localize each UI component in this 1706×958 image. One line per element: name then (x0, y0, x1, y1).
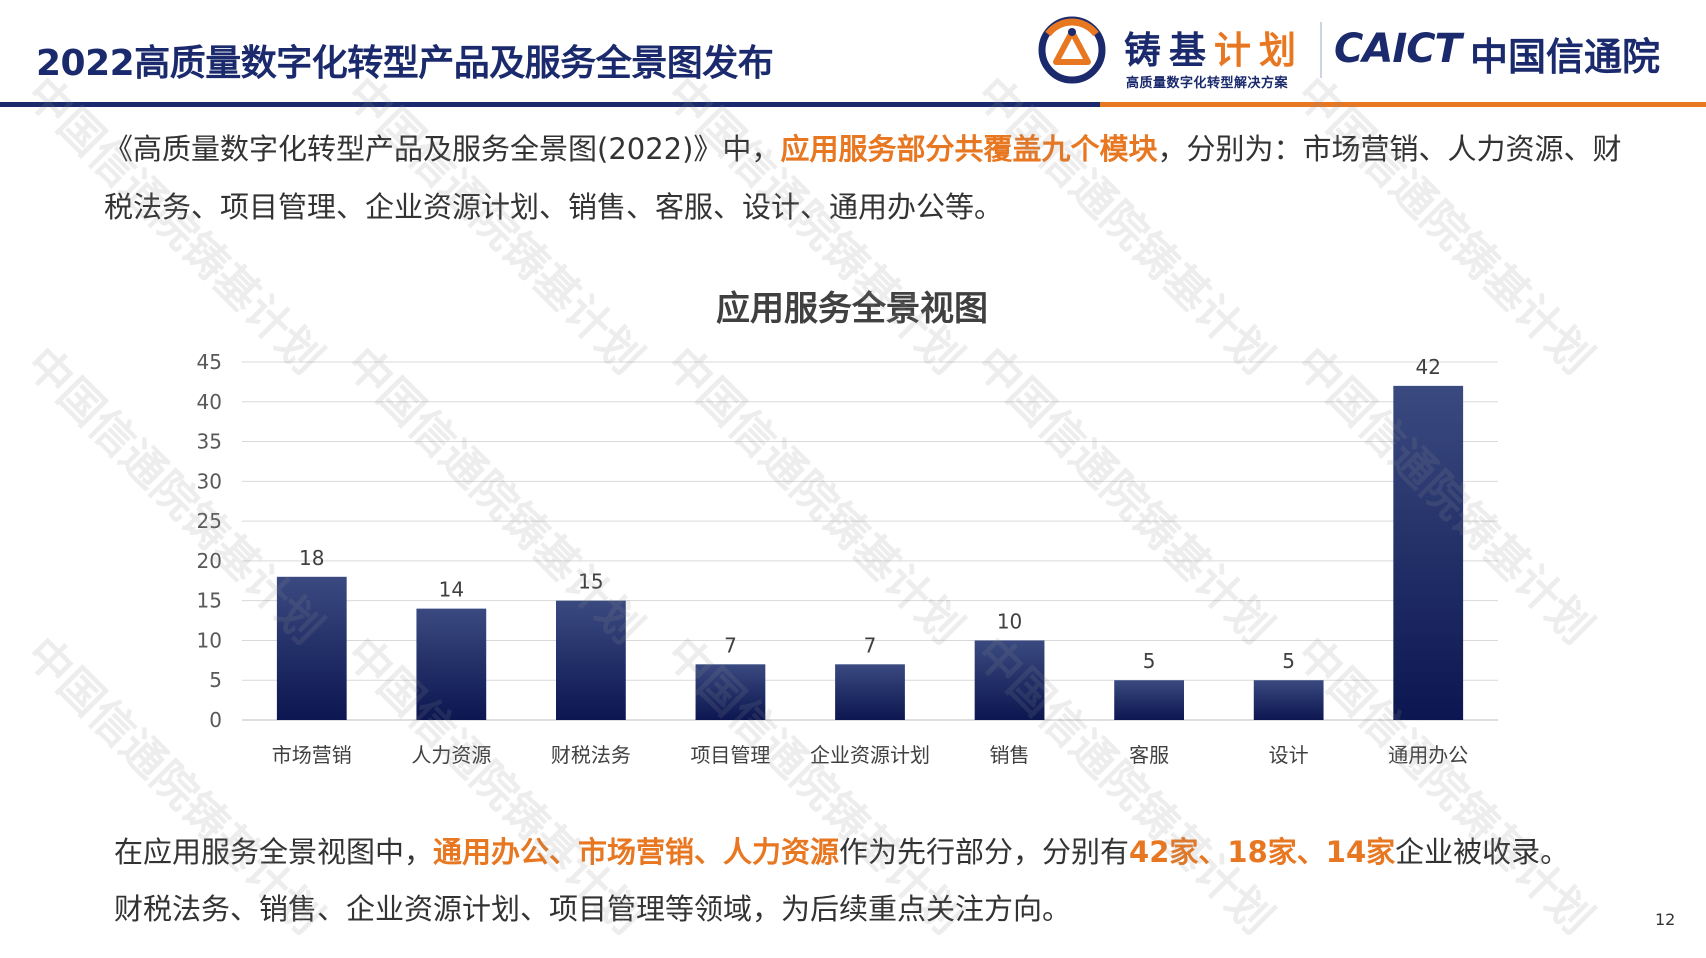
chart-bars (276, 385, 1464, 720)
summary-highlight-counts: 42家、18家、14家 (1129, 835, 1396, 869)
logo-divider (1320, 22, 1322, 78)
y-tick-label: 0 (209, 708, 222, 732)
bar (1114, 680, 1184, 720)
x-tick-label: 人力资源 (411, 743, 491, 767)
y-tick-label: 25 (197, 509, 222, 533)
x-tick-label: 项目管理 (690, 743, 770, 767)
zhuji-plan-logo: 铸基计划 高质量数字化转型解决方案 (1036, 10, 1316, 96)
y-tick-label: 45 (197, 350, 222, 374)
data-label: 7 (864, 633, 877, 657)
x-tick-label: 市场营销 (272, 743, 352, 767)
y-tick-label: 15 (197, 589, 222, 613)
header-divider-orange (1100, 102, 1706, 107)
bar (276, 576, 347, 720)
zhuji-plan-tagline: 高质量数字化转型解决方案 (1126, 76, 1289, 91)
x-tick-label: 通用办公 (1388, 743, 1468, 767)
bar (835, 664, 905, 720)
summary-text-3: 企业被收录。财税法务、销售、企业资源计划、项目管理等领域，为后续重点关注方向。 (114, 835, 1570, 926)
data-labels: 18 14 15 7 7 10 5 5 42 (299, 355, 1441, 673)
intro-text-end: ，分别为：市场营销、人力资源、财税法务、项目管理、企业资源计划、销售、客服、设计… (104, 132, 1622, 224)
header-divider-blue (0, 102, 1100, 107)
y-tick-label: 40 (197, 390, 222, 414)
chart-title: 应用服务全景视图 (716, 289, 988, 329)
y-tick-label: 5 (209, 668, 222, 692)
zhuji-plan-wordmark: 铸基计划 (1124, 29, 1304, 72)
summary-text-1: 在应用服务全景视图中， (114, 835, 434, 869)
page-number: 12 (1655, 910, 1676, 929)
summary-text-2: 作为先行部分，分别有 (839, 835, 1130, 869)
zhuji-emblem-icon (1038, 16, 1106, 84)
page-title: 2022高质量数字化转型产品及服务全景图发布 (36, 43, 774, 84)
y-tick-label: 10 (197, 628, 222, 652)
bar (556, 600, 626, 720)
summary-paragraph: 在应用服务全景视图中，通用办公、市场营销、人力资源作为先行部分，分别有42家、1… (114, 824, 1594, 938)
x-tick-label: 财税法务 (551, 743, 631, 767)
caict-logo: CAICT (1334, 26, 1462, 72)
data-label: 10 (997, 609, 1022, 633)
bar (974, 640, 1045, 720)
data-label: 42 (1415, 355, 1440, 379)
y-tick-label: 30 (197, 469, 222, 493)
y-tick-label: 35 (197, 430, 222, 454)
bar (1393, 385, 1464, 720)
y-axis-ticks: 0 5 10 15 20 25 30 35 40 45 (197, 350, 222, 732)
x-tick-label: 客服 (1129, 743, 1169, 767)
bar (1253, 680, 1324, 720)
caict-chinese-name: 中国信通院 (1470, 35, 1661, 79)
intro-text-start: 《高质量数字化转型产品及服务全景图(2022)》中， (104, 132, 781, 166)
bar (695, 664, 766, 720)
data-label: 5 (1143, 649, 1156, 673)
bar (416, 608, 487, 720)
data-label: 7 (724, 633, 737, 657)
data-label: 15 (578, 570, 603, 594)
intro-paragraph: 《高质量数字化转型产品及服务全景图(2022)》中，应用服务部分共覆盖九个模块，… (104, 120, 1624, 236)
data-label: 14 (439, 578, 464, 602)
x-axis-categories: 市场营销 人力资源 财税法务 项目管理 企业资源计划 销售 客服 设计 通用办公 (272, 743, 1468, 767)
data-label: 18 (299, 546, 324, 570)
y-tick-label: 20 (197, 549, 222, 573)
summary-highlight-modules: 通用办公、市场营销、人力资源 (433, 835, 840, 869)
intro-highlight: 应用服务部分共覆盖九个模块 (780, 132, 1158, 166)
x-tick-label: 企业资源计划 (810, 743, 930, 767)
data-label: 5 (1282, 649, 1295, 673)
x-tick-label: 设计 (1269, 743, 1309, 767)
x-tick-label: 销售 (990, 743, 1030, 767)
